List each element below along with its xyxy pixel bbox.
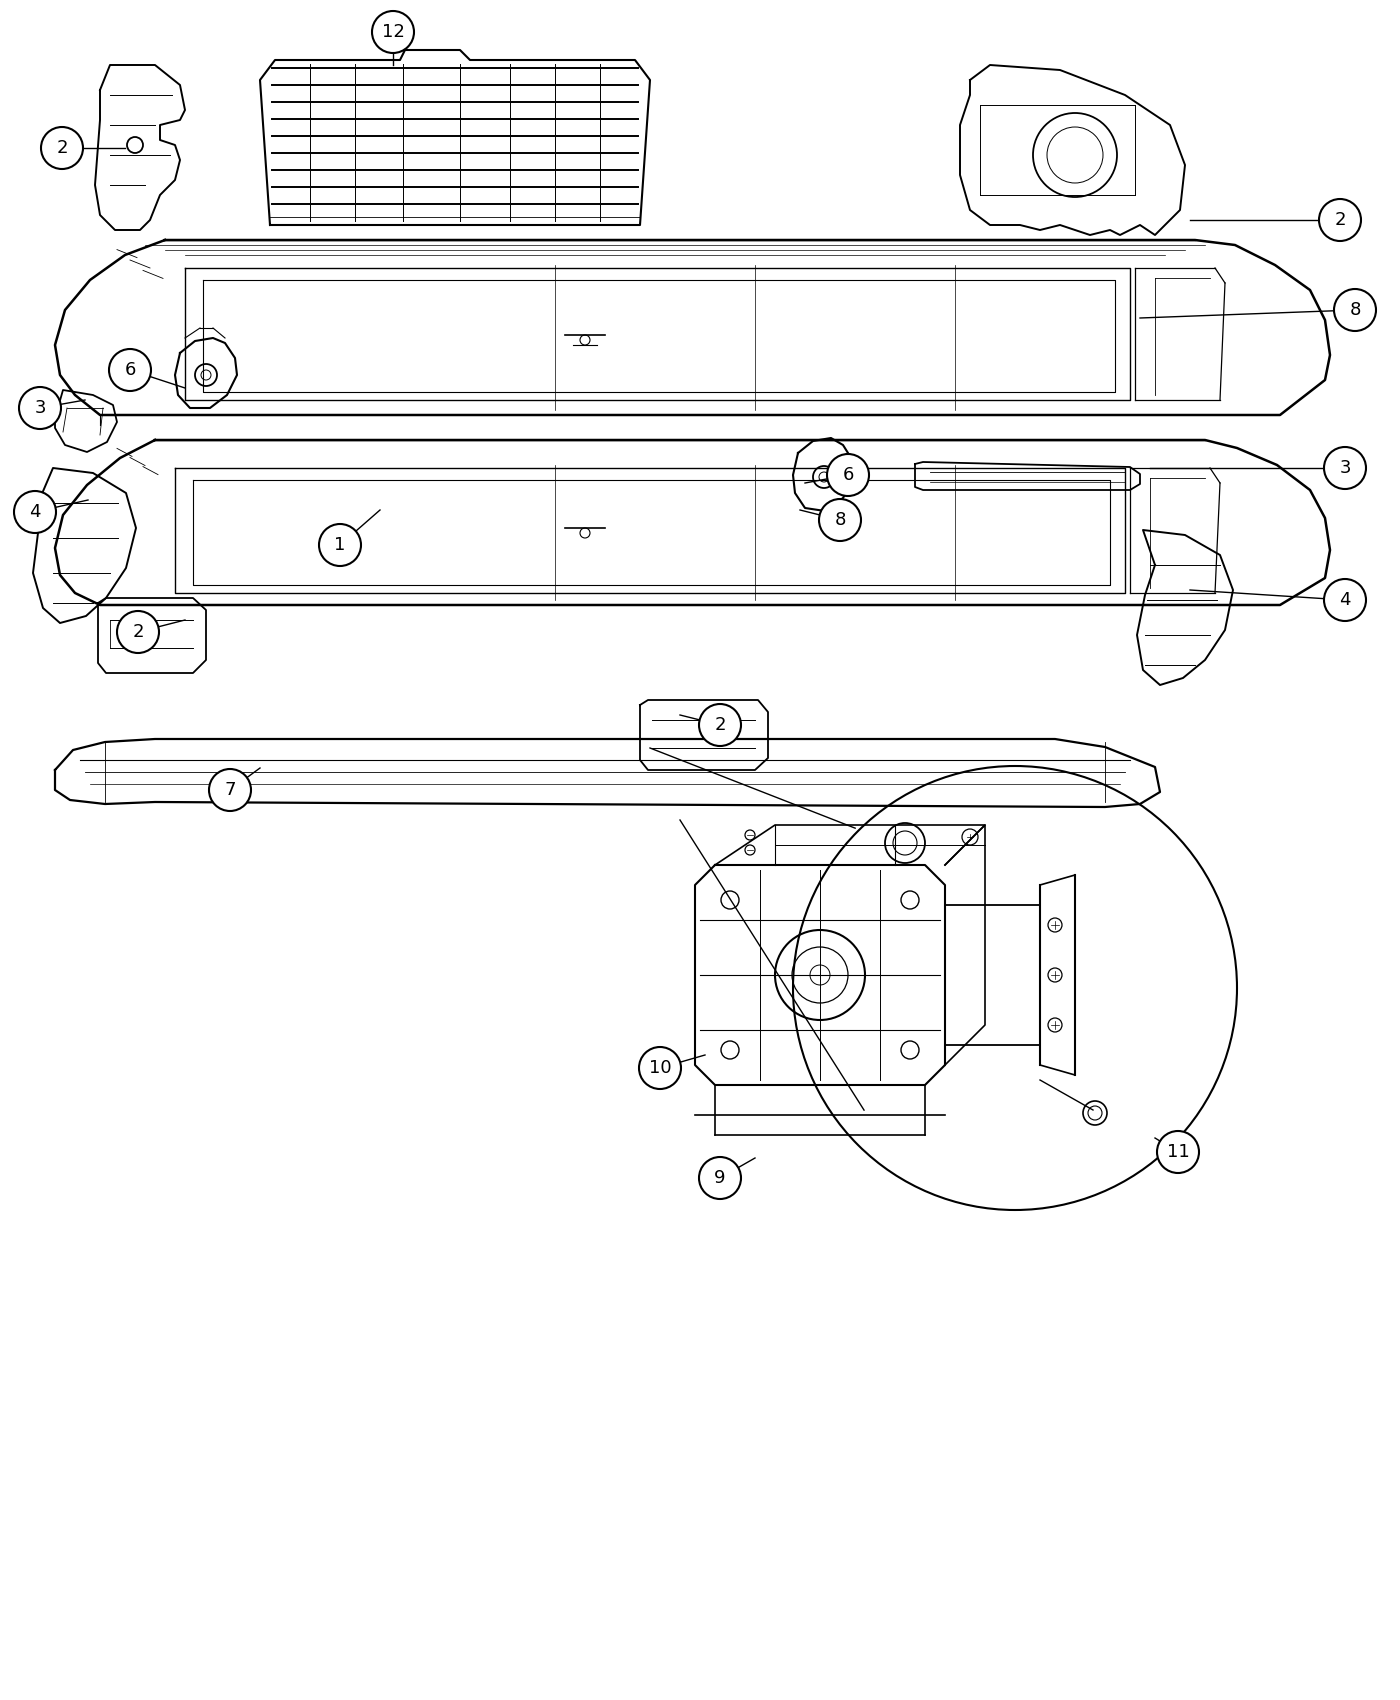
Circle shape <box>319 524 361 566</box>
Circle shape <box>41 128 83 168</box>
Circle shape <box>20 388 62 428</box>
Text: 8: 8 <box>834 512 846 529</box>
Circle shape <box>1324 447 1366 490</box>
Circle shape <box>109 348 151 391</box>
Text: 6: 6 <box>125 360 136 379</box>
Text: 1: 1 <box>335 536 346 554</box>
Circle shape <box>699 704 741 746</box>
Text: 10: 10 <box>648 1059 672 1078</box>
Circle shape <box>827 454 869 496</box>
Text: 2: 2 <box>1334 211 1345 230</box>
Text: 8: 8 <box>1350 301 1361 320</box>
Text: 9: 9 <box>714 1170 725 1187</box>
Text: 3: 3 <box>1340 459 1351 478</box>
Text: 2: 2 <box>714 716 725 734</box>
Text: 11: 11 <box>1166 1142 1190 1161</box>
Circle shape <box>1156 1130 1198 1173</box>
Circle shape <box>14 491 56 534</box>
Circle shape <box>209 768 251 811</box>
Circle shape <box>699 1158 741 1198</box>
Text: 6: 6 <box>843 466 854 484</box>
Text: 2: 2 <box>132 622 144 641</box>
Circle shape <box>1319 199 1361 241</box>
Circle shape <box>638 1047 680 1090</box>
Text: 4: 4 <box>29 503 41 520</box>
Circle shape <box>118 610 160 653</box>
Text: 3: 3 <box>34 400 46 416</box>
Text: 7: 7 <box>224 780 235 799</box>
Text: 2: 2 <box>56 139 67 156</box>
Circle shape <box>372 10 414 53</box>
Circle shape <box>819 500 861 541</box>
Text: 12: 12 <box>382 24 405 41</box>
Text: 4: 4 <box>1340 592 1351 609</box>
Circle shape <box>1324 580 1366 620</box>
Circle shape <box>1334 289 1376 332</box>
